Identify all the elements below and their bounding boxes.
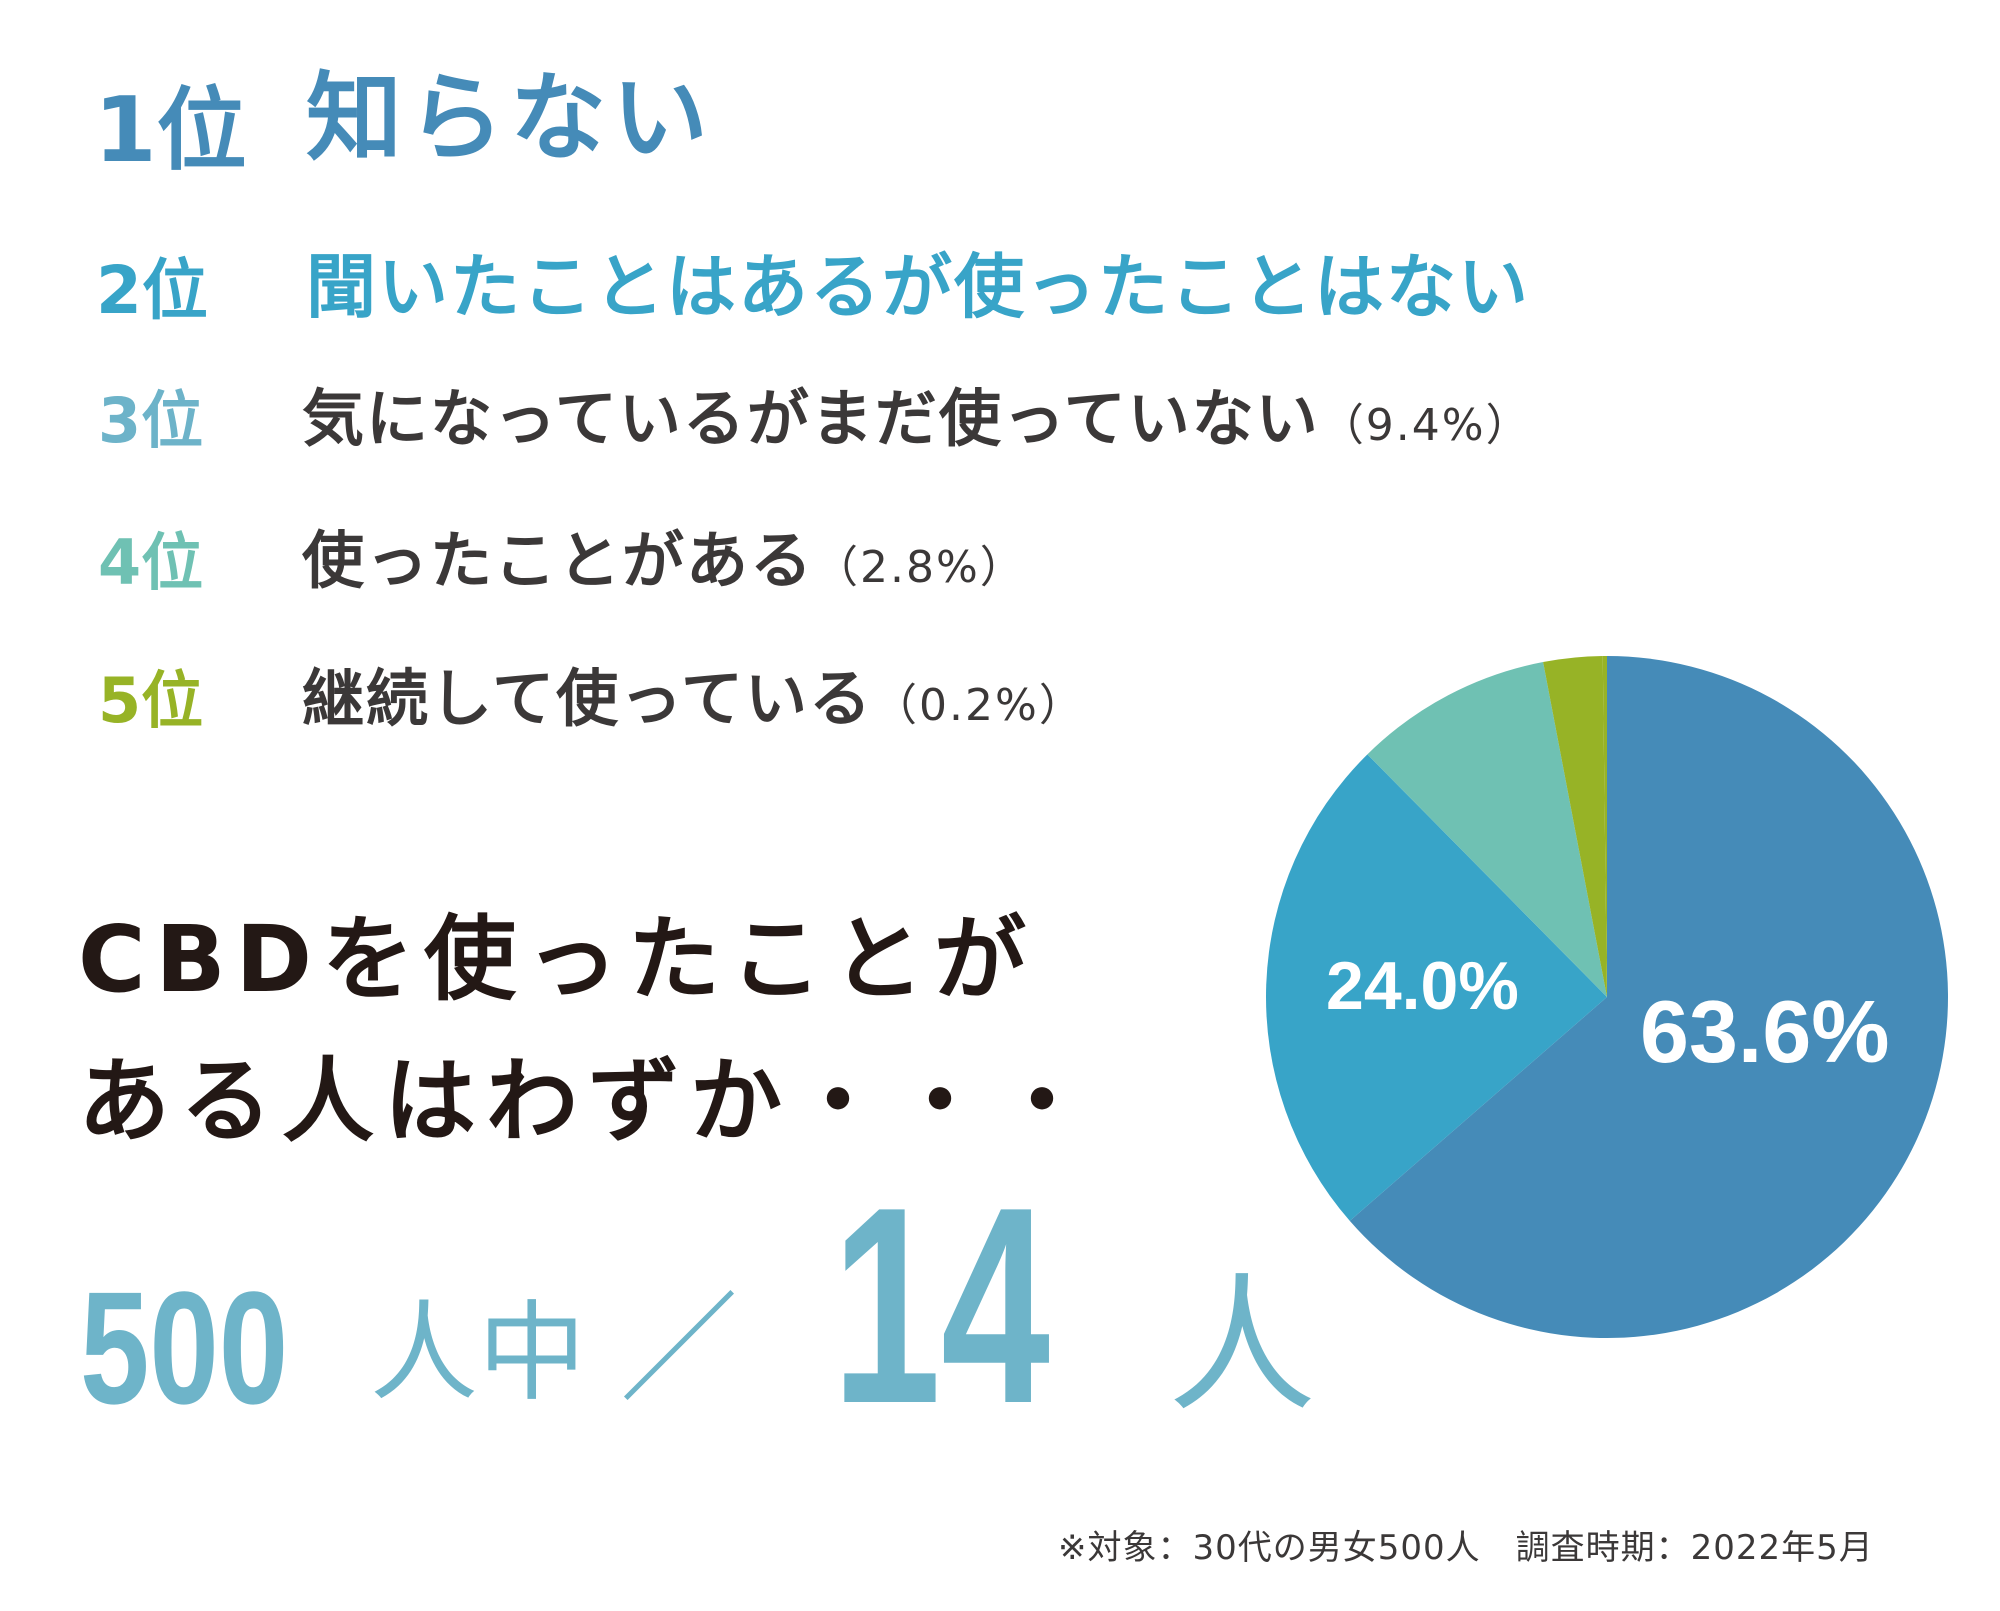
- pie-chart: [1266, 656, 1948, 1338]
- rank-label: 継続して使っている（0.2%）: [302, 662, 1085, 735]
- pie-slices: [1266, 656, 1948, 1338]
- stat-count-number: 14: [832, 1150, 1051, 1462]
- rank-percentage: （0.2%）: [873, 680, 1085, 731]
- rank-number: 1位: [94, 78, 247, 183]
- stat-total-unit: 人中: [370, 1291, 587, 1416]
- rank-label: 聞いたことはあるが使ったことはない: [306, 246, 1530, 328]
- rank-percentage: （9.4%）: [1319, 400, 1532, 451]
- rank-label: 使ったことがある（2.8%）: [302, 524, 1026, 597]
- rank-number: 4位: [98, 526, 204, 599]
- pie-label-24: 24.0%: [1326, 948, 1519, 1024]
- slice-used: [1543, 656, 1607, 997]
- stat-count-unit: 人: [1168, 1260, 1316, 1432]
- rank-number: 5位: [98, 664, 204, 737]
- slice-interested: [1367, 662, 1607, 997]
- slice-continuing: [1602, 656, 1607, 997]
- rank-number: 2位: [96, 252, 208, 329]
- headline-line-2: ある人はわずか・・・: [78, 1048, 1099, 1155]
- rank-number: 3位: [98, 384, 204, 457]
- stat-total-number: 500: [80, 1258, 289, 1437]
- stat-separator: ／: [620, 1280, 739, 1418]
- pie-label-63: 63.6%: [1640, 982, 1890, 1081]
- survey-footnote: ※対象：30代の男女500人 調査時期：2022年5月: [1058, 1528, 1874, 1568]
- headline-line-1: CBDを使ったことが: [78, 906, 1037, 1013]
- rank-label: 知らない: [306, 62, 714, 174]
- slice-heard-not-used: [1266, 754, 1607, 1221]
- rank-percentage: （2.8%）: [814, 542, 1026, 593]
- slice-unaware: [1349, 656, 1948, 1338]
- rank-label: 気になっているがまだ使っていない（9.4%）: [302, 382, 1532, 455]
